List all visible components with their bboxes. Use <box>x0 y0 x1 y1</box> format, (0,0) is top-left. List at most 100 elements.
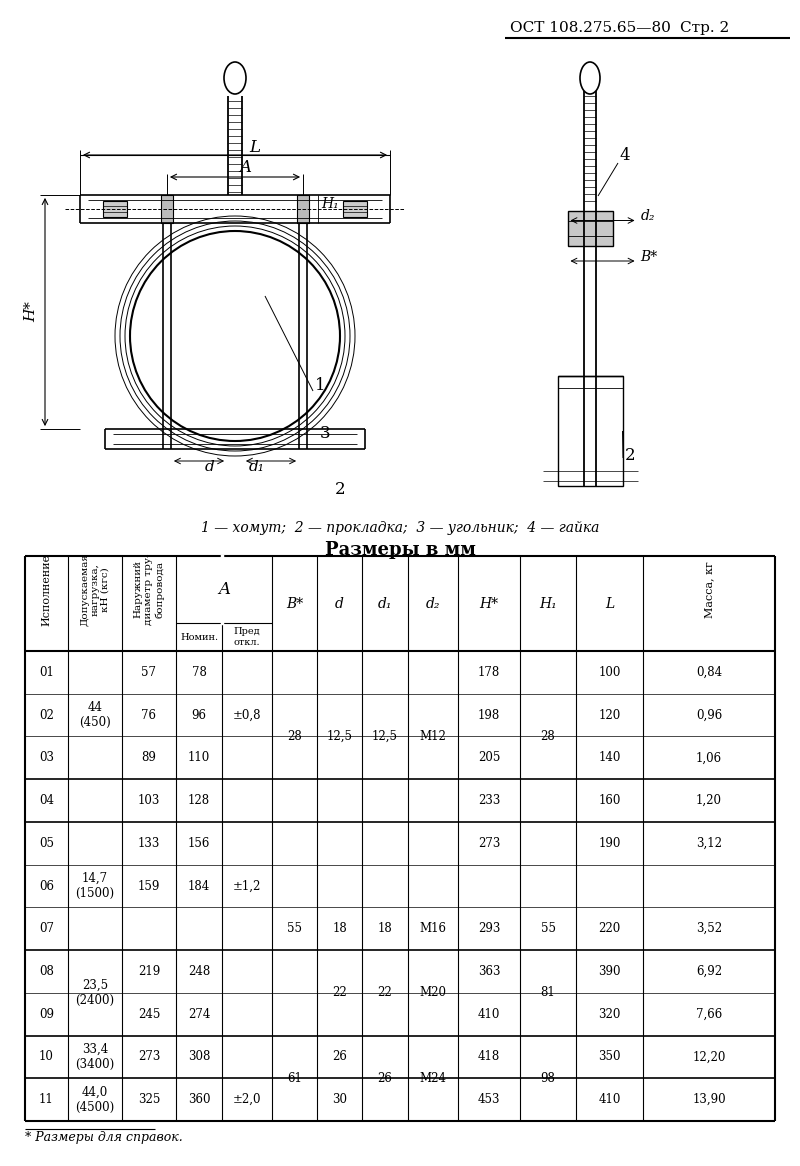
Text: 1: 1 <box>314 378 326 394</box>
Bar <box>558 375 622 486</box>
Text: 320: 320 <box>598 1007 621 1020</box>
Text: M20: M20 <box>419 986 446 999</box>
Text: 06: 06 <box>39 879 54 892</box>
Text: ±1,2: ±1,2 <box>233 879 261 892</box>
Text: 1,20: 1,20 <box>696 794 722 807</box>
Bar <box>567 211 613 246</box>
Text: H₁: H₁ <box>539 597 557 611</box>
Text: Размеры в мм: Размеры в мм <box>325 541 475 559</box>
Text: 233: 233 <box>478 794 500 807</box>
Text: Номин.: Номин. <box>180 632 218 641</box>
Text: Наружний
диаметр тру-
бопровода: Наружний диаметр тру- бопровода <box>134 554 164 625</box>
Text: 89: 89 <box>142 751 157 765</box>
Text: 05: 05 <box>39 837 54 850</box>
Text: 81: 81 <box>541 986 555 999</box>
Text: L: L <box>250 139 261 155</box>
Text: 190: 190 <box>598 837 621 850</box>
Text: A: A <box>218 581 230 598</box>
Text: 11: 11 <box>39 1094 54 1107</box>
Text: ±2,0: ±2,0 <box>233 1094 262 1107</box>
Text: d: d <box>335 597 344 611</box>
Text: 02: 02 <box>39 709 54 722</box>
Text: 78: 78 <box>191 666 206 679</box>
Text: 350: 350 <box>598 1051 621 1063</box>
Text: 248: 248 <box>188 965 210 978</box>
Text: d₂: d₂ <box>641 210 655 224</box>
Text: 325: 325 <box>138 1094 160 1107</box>
Text: 140: 140 <box>598 751 621 765</box>
Text: 245: 245 <box>138 1007 160 1020</box>
Text: 205: 205 <box>478 751 500 765</box>
Text: 12,5: 12,5 <box>326 730 353 743</box>
Text: 33,4
(3400): 33,4 (3400) <box>75 1042 114 1070</box>
Text: 28: 28 <box>287 730 302 743</box>
Text: 18: 18 <box>332 922 347 935</box>
Text: 453: 453 <box>478 1094 500 1107</box>
Text: 6,92: 6,92 <box>696 965 722 978</box>
Text: H*: H* <box>24 302 38 323</box>
Text: Стр. 2: Стр. 2 <box>680 21 730 35</box>
Text: H₁: H₁ <box>321 197 338 211</box>
Bar <box>297 195 309 223</box>
Text: 156: 156 <box>188 837 210 850</box>
Text: 1,06: 1,06 <box>696 751 722 765</box>
Text: A: A <box>239 160 251 176</box>
Text: Исполнение: Исполнение <box>42 554 51 626</box>
Text: 22: 22 <box>332 986 347 999</box>
Text: 04: 04 <box>39 794 54 807</box>
Bar <box>103 201 127 217</box>
Text: 98: 98 <box>541 1072 555 1084</box>
Text: * Размеры для справок.: * Размеры для справок. <box>25 1131 182 1144</box>
Text: 3,52: 3,52 <box>696 922 722 935</box>
Text: 55: 55 <box>287 922 302 935</box>
Text: 28: 28 <box>541 730 555 743</box>
Text: 55: 55 <box>541 922 555 935</box>
Text: ОСТ 108.275.65—80: ОСТ 108.275.65—80 <box>510 21 671 35</box>
Text: 07: 07 <box>39 922 54 935</box>
Text: 100: 100 <box>598 666 621 679</box>
Text: 2: 2 <box>625 448 635 464</box>
Text: Масса, кг: Масса, кг <box>704 561 714 618</box>
Text: 418: 418 <box>478 1051 500 1063</box>
Text: 96: 96 <box>191 709 206 722</box>
Text: 363: 363 <box>478 965 500 978</box>
Text: 4: 4 <box>620 148 630 164</box>
Text: 10: 10 <box>39 1051 54 1063</box>
Text: d₁: d₁ <box>249 461 265 475</box>
Text: 1 — хомут;  2 — прокладка;  3 — угольник;  4 — гайка: 1 — хомут; 2 — прокладка; 3 — угольник; … <box>201 521 599 535</box>
Text: 0,96: 0,96 <box>696 709 722 722</box>
Text: 61: 61 <box>287 1072 302 1084</box>
Text: 2: 2 <box>334 480 346 498</box>
Text: d₂: d₂ <box>426 597 440 611</box>
Text: 133: 133 <box>138 837 160 850</box>
Text: 273: 273 <box>138 1051 160 1063</box>
Text: 273: 273 <box>478 837 500 850</box>
Text: 120: 120 <box>598 709 621 722</box>
Text: Допускаемая
нагрузка,
кН (кгс): Допускаемая нагрузка, кН (кгс) <box>80 553 110 626</box>
Text: 159: 159 <box>138 879 160 892</box>
Text: 44
(450): 44 (450) <box>79 701 111 729</box>
Text: 390: 390 <box>598 965 621 978</box>
Text: 0,84: 0,84 <box>696 666 722 679</box>
Text: 184: 184 <box>188 879 210 892</box>
Text: 3: 3 <box>320 426 330 443</box>
Text: 293: 293 <box>478 922 500 935</box>
Text: Пред
откл.: Пред откл. <box>234 627 260 647</box>
Text: 103: 103 <box>138 794 160 807</box>
Text: M16: M16 <box>419 922 446 935</box>
Text: L: L <box>605 597 614 611</box>
Text: 220: 220 <box>598 922 621 935</box>
Bar <box>343 201 367 217</box>
Text: 3,12: 3,12 <box>696 837 722 850</box>
Text: 160: 160 <box>598 794 621 807</box>
Text: 01: 01 <box>39 666 54 679</box>
Text: 410: 410 <box>598 1094 621 1107</box>
Text: 178: 178 <box>478 666 500 679</box>
Text: 12,5: 12,5 <box>372 730 398 743</box>
Text: 14,7
(1500): 14,7 (1500) <box>75 872 114 900</box>
Text: 110: 110 <box>188 751 210 765</box>
Text: 26: 26 <box>378 1072 393 1084</box>
Text: 57: 57 <box>142 666 157 679</box>
Text: d: d <box>205 461 215 475</box>
Text: 360: 360 <box>188 1094 210 1107</box>
